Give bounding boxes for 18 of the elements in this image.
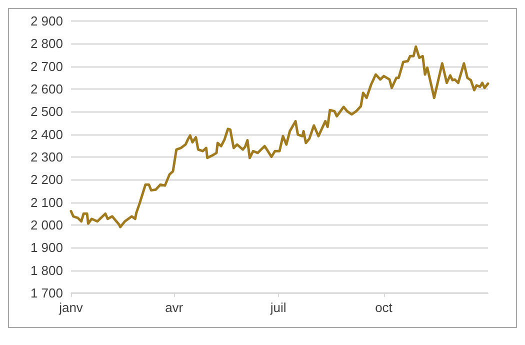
x-tick-label: janv (58, 300, 84, 315)
y-tick-label: 2 800 (30, 36, 63, 52)
x-tick-label: avr (165, 300, 184, 315)
y-tick-label: 2 300 (30, 150, 63, 164)
y-tick-label: 2 900 (30, 14, 63, 28)
y-tick-label: 1 800 (30, 262, 63, 278)
y-tick-label: 2 400 (30, 126, 63, 142)
y-tick-label: 2 200 (30, 172, 63, 188)
x-tick-label: oct (375, 300, 393, 315)
y-tick-label: 1 700 (30, 286, 63, 300)
y-tick-label: 2 100 (30, 194, 63, 210)
y-tick-label: 2 600 (30, 82, 63, 96)
y-tick-label: 2 700 (30, 58, 63, 74)
line-series (70, 45, 490, 228)
y-tick-label: 2 500 (30, 104, 63, 120)
y-tick-label: 1 900 (30, 240, 63, 256)
x-tick-label: juil (269, 300, 286, 315)
y-tick-label: 2 000 (30, 218, 63, 232)
